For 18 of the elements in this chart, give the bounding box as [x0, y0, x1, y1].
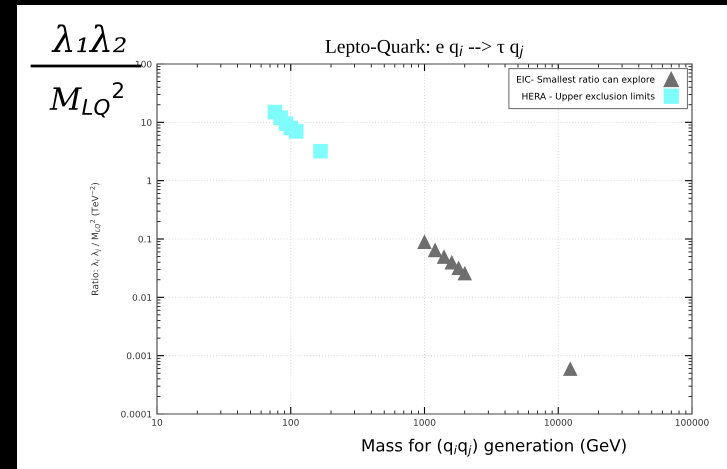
- y-tick-label: 0.1: [138, 236, 152, 243]
- x-tick-label: 100: [283, 419, 299, 426]
- legend-label: HERA - Upper exclusion limits: [522, 92, 655, 102]
- text: Ratio: λ$_{i}$ λ$_{j}$ / M$_{LQ}$$^{2}$ (TeV$^{−2}$): [90, 183, 102, 295]
- y-tick-label: 10: [142, 119, 152, 126]
- text: λ₁λ₂: [51, 24, 126, 52]
- x-tick-label: 100000: [676, 419, 709, 426]
- y-tick-label: 0.0001: [121, 410, 152, 418]
- y-tick-label: 0.01: [132, 294, 152, 301]
- legend-label: EIC- Smallest ratio can explore: [517, 76, 655, 84]
- x-tick-label: 10000: [544, 419, 572, 426]
- chart-title: Lepto-Quark: e q$_{i}$ --> τ q$_{j}$: [326, 39, 524, 59]
- y-tick-label: 0.001: [126, 352, 152, 360]
- x-axis-title: Mass for (q$_{i}$q$_{j}$) generation (GeV): [362, 438, 626, 457]
- x-tick-label: 10: [152, 419, 162, 426]
- x-tick-label: 1000: [414, 419, 436, 426]
- y-tick-label: 1: [147, 178, 152, 184]
- text: M$_{LQ}$$^{2}$: [49, 82, 123, 118]
